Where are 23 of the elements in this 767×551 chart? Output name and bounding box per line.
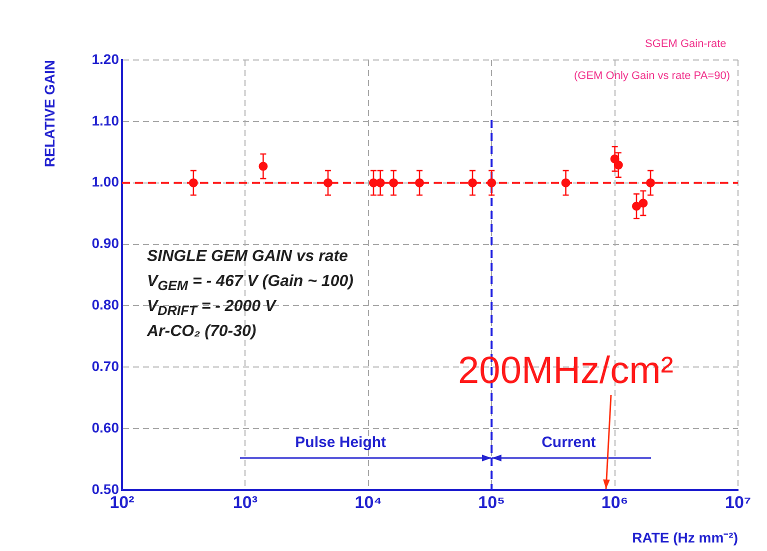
chart-title: SGEM Gain-rate [645,38,726,50]
y-tick-label: 0.80 [92,296,120,313]
annotation: V$_{GEM}$ = - 467 V (Gain ~ 100) [147,273,354,294]
x-tick-label: 10⁵ [478,492,506,512]
y-tick-label: 0.90 [92,235,120,252]
annotation: V$_{DRIFT}$ = - 2000 V [147,298,276,318]
annotation: SINGLE GEM GAIN vs rate [147,248,348,266]
annotation: Pulse Height [295,434,386,451]
y-tick-label: 0.70 [92,358,120,374]
y-tick-label: 0.60 [92,419,120,436]
y-axis-title: RELATIVE GAIN [41,60,58,168]
y-tick-label: 1.00 [92,174,120,190]
y-tick-label: 1.20 [92,50,120,67]
annotation: 200MHz/cm² [458,350,674,393]
x-tick-label: 10⁶ [601,492,628,512]
annotation: Ar-CO₂ (70-30) [147,323,256,342]
annotation: Current [542,434,596,451]
x-tick-label: 10³ [232,492,258,512]
y-tick-label: 1.10 [92,112,120,128]
x-tick-label: 10⁴ [354,492,382,512]
x-tick-label: 10⁷ [725,492,751,512]
x-axis-title: RATE (Hz mm⁻²) [632,529,738,546]
text: (GEM Only Gain vs rate PA=90) [574,70,730,82]
